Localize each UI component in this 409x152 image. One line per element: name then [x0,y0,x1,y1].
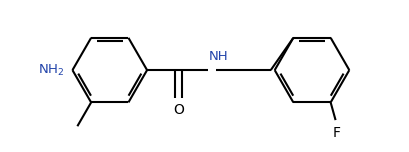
Text: O: O [173,102,184,116]
Text: F: F [332,126,340,140]
Text: NH: NH [209,50,228,63]
Text: NH$_2$: NH$_2$ [38,63,65,78]
